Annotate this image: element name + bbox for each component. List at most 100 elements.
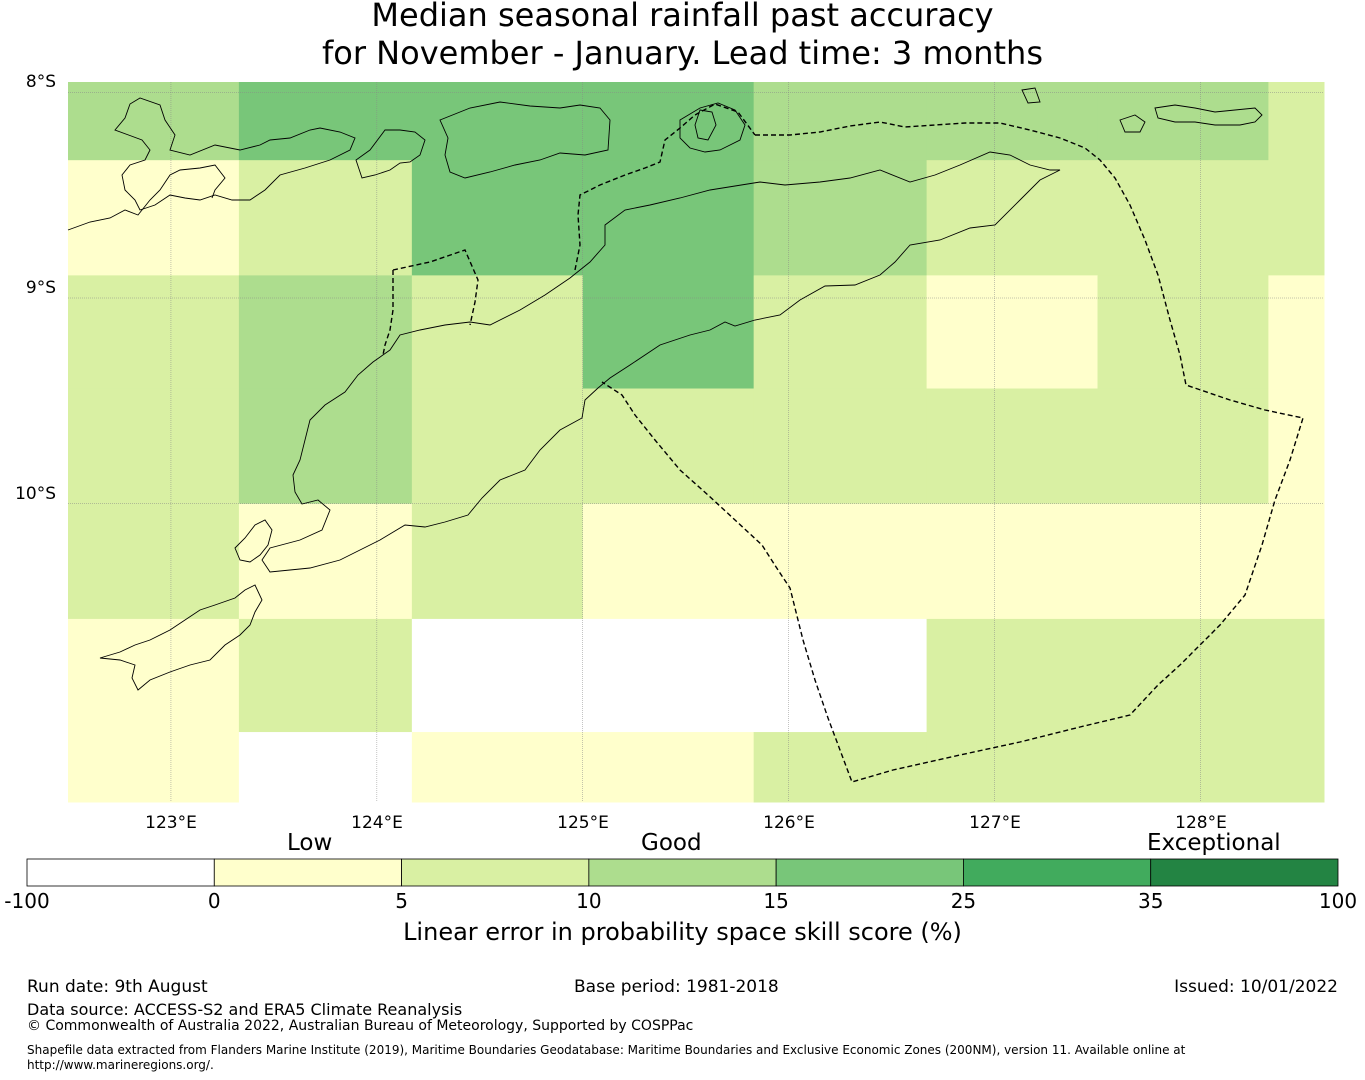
lat-label-8s: 8°S: [25, 72, 56, 92]
colorbar-swatch: [775, 858, 964, 887]
skill-cell: [582, 275, 755, 390]
skill-cell: [926, 160, 1099, 276]
skill-cell: [68, 160, 240, 276]
skill-cell: [411, 732, 584, 803]
skill-cell: [1268, 618, 1325, 733]
skill-cell: [1268, 388, 1325, 505]
leti-coastline: [1154, 104, 1263, 126]
colorbar-tick-label: 35: [1137, 889, 1164, 913]
skill-cell: [238, 388, 413, 505]
skill-cell: [68, 82, 240, 161]
skill-cell: [582, 618, 755, 733]
skill-cell: [238, 82, 413, 161]
wetar-coastline: [679, 102, 746, 153]
skill-cell: [68, 275, 240, 390]
lon-label-127e: 127°E: [969, 813, 1021, 833]
skill-cell: [753, 82, 928, 161]
skill-cell: [582, 388, 755, 505]
data-source: Data source: ACCESS-S2 and ERA5 Climate …: [27, 1000, 463, 1019]
chart-title-line-2: for November - January. Lead time: 3 mon…: [322, 34, 1043, 72]
skill-cell: [926, 82, 1099, 161]
colorbar-tick-label: 15: [763, 889, 789, 913]
skill-cell: [1268, 82, 1325, 161]
lon-label-123e: 123°E: [145, 813, 197, 833]
skill-cell: [238, 618, 413, 733]
skill-cell: [411, 160, 584, 276]
skill-cell: [753, 388, 928, 505]
coastlines: [67, 87, 1263, 691]
skill-cell: [68, 388, 240, 505]
skill-cell: [1268, 503, 1325, 620]
colorbar-swatch: [401, 858, 590, 887]
skill-cell: [582, 503, 755, 620]
skill-cell: [926, 618, 1099, 733]
copyright: © Commonwealth of Australia 2022, Austra…: [27, 1018, 694, 1034]
alor-coastline: [439, 101, 611, 179]
lembata-coastline: [114, 97, 356, 211]
lon-label-128e: 128°E: [1175, 813, 1227, 833]
eez-boundary: [382, 103, 1304, 783]
colorbar-tick-label: 100: [1318, 889, 1358, 913]
skill-cell: [411, 503, 584, 620]
skill-cell: [753, 503, 928, 620]
colorbar-tick-label: 25: [950, 889, 977, 913]
colorbar-swatch: [1150, 858, 1339, 887]
skill-cell: [411, 618, 584, 733]
skill-cell: [1097, 160, 1269, 276]
flores-coastline: [67, 164, 226, 231]
skill-cell: [753, 160, 928, 276]
colorbar: [26, 858, 1339, 887]
skill-cell: [411, 388, 584, 505]
lat-label-10s: 10°S: [15, 484, 56, 504]
skill-cell: [582, 732, 755, 803]
skill-cell: [1097, 618, 1269, 733]
skill-cell: [926, 275, 1099, 390]
skill-cell: [1097, 732, 1269, 803]
skill-cell: [926, 503, 1099, 620]
category-low: Low: [287, 830, 333, 856]
colorbar-tick-label: 0: [207, 889, 221, 913]
atauro-coastline: [694, 109, 717, 141]
colorbar-label: Linear error in probability space skill …: [403, 918, 962, 946]
skill-cell: [753, 275, 928, 390]
skill-cell: [1097, 388, 1269, 505]
skill-cell: [238, 503, 413, 620]
skill-cell: [411, 275, 584, 390]
skill-cell: [926, 732, 1099, 803]
lat-label-9s: 9°S: [25, 278, 56, 298]
skill-cell: [238, 732, 413, 803]
colorbar-swatch: [588, 858, 777, 887]
skill-cell: [411, 82, 584, 161]
roti-coastline: [99, 584, 263, 691]
eez-boundary-east: [601, 121, 1304, 783]
skill-cell: [238, 275, 413, 390]
skill-cell: [753, 732, 928, 803]
colorbar-tick-label: -100: [4, 889, 50, 913]
colorbar-tick-label: 10: [576, 889, 602, 913]
skill-cell: [68, 732, 240, 803]
eez-boundary-north: [574, 103, 756, 271]
skill-cell: [68, 503, 240, 620]
category-good: Good: [641, 830, 702, 856]
colorbar-swatch: [213, 858, 402, 887]
timor-coastline: [261, 151, 1061, 573]
lon-label-124e: 124°E: [351, 813, 403, 833]
skill-cell: [1097, 503, 1269, 620]
skill-cell: [238, 160, 413, 276]
colorbar-tick-label: 5: [395, 889, 408, 913]
semau-coastline: [234, 519, 273, 563]
category-exceptional: Exceptional: [1147, 830, 1281, 856]
lon-label-125e: 125°E: [557, 813, 609, 833]
base-period: Base period: 1981-2018: [574, 977, 779, 997]
shapefile-credit: Shapefile data extracted from Flanders M…: [27, 1043, 1186, 1072]
lon-label-126e: 126°E: [763, 813, 815, 833]
skill-cell: [926, 388, 1099, 505]
skill-cell: [1268, 275, 1325, 390]
babar-coastline: [1119, 114, 1146, 133]
skill-grid: [68, 82, 1325, 803]
skill-cell: [582, 160, 755, 276]
colorbar-swatch: [963, 858, 1152, 887]
colorbar-swatch: [26, 858, 215, 887]
skill-cell: [1268, 732, 1325, 803]
